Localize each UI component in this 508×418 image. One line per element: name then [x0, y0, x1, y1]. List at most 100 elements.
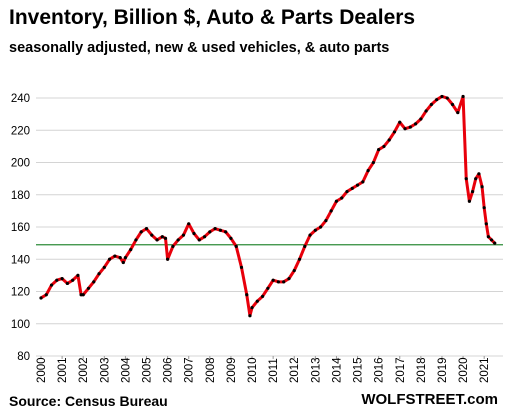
- data-point: [419, 117, 423, 121]
- x-tick-label: 2005: [142, 357, 154, 383]
- x-tick-label: 2012: [289, 357, 301, 383]
- data-point: [408, 125, 412, 129]
- data-point: [429, 102, 434, 107]
- x-tick-label: 2018: [416, 357, 428, 383]
- data-point: [192, 231, 196, 236]
- data-point: [440, 94, 444, 99]
- data-point: [308, 233, 312, 237]
- data-point: [123, 256, 128, 260]
- data-point: [313, 228, 317, 232]
- data-point: [456, 110, 460, 115]
- data-point: [387, 138, 391, 142]
- data-point: [303, 244, 307, 248]
- data-point: [55, 278, 59, 282]
- data-point: [435, 98, 439, 102]
- x-tick-label: 2004: [120, 357, 132, 383]
- data-point: [176, 238, 180, 242]
- data-point: [482, 206, 486, 210]
- y-tick-label: 240: [11, 93, 30, 105]
- data-point: [450, 102, 455, 107]
- x-tick-label: 2002: [78, 357, 90, 383]
- data-point: [398, 120, 402, 124]
- data-point: [213, 227, 217, 231]
- data-point: [44, 293, 48, 297]
- watermark: WOLFSTREET.com: [361, 391, 498, 408]
- data-point: [218, 228, 222, 232]
- data-point: [329, 209, 333, 213]
- data-point: [413, 122, 418, 126]
- x-tick-label: 2000: [36, 357, 48, 383]
- y-tick-label: 140: [11, 254, 30, 266]
- data-point: [113, 254, 117, 258]
- data-point: [480, 185, 484, 189]
- data-point: [464, 177, 468, 181]
- chart-title: Inventory, Billion $, Auto & Parts Deale…: [9, 6, 416, 29]
- x-tick-label: 2003: [99, 357, 111, 383]
- data-point: [255, 299, 259, 303]
- data-point: [260, 294, 265, 298]
- y-tick-label: 100: [11, 319, 30, 331]
- y-tick-label: 200: [11, 158, 30, 170]
- data-point: [282, 280, 286, 284]
- x-tick-label: 2020: [458, 357, 470, 383]
- x-tick-label: 2013: [310, 357, 322, 383]
- data-point: [266, 286, 270, 290]
- y-tick-label: 180: [11, 190, 30, 202]
- x-tick-label: 2009: [226, 357, 238, 383]
- data-point: [97, 272, 101, 276]
- data-point: [163, 236, 168, 240]
- x-tick-label: 2010: [247, 357, 259, 383]
- data-point: [234, 244, 238, 248]
- data-point: [287, 277, 291, 281]
- y-tick-label: 160: [11, 222, 30, 234]
- data-point: [271, 278, 275, 282]
- data-point: [139, 230, 143, 234]
- data-point: [340, 196, 344, 200]
- data-point: [493, 241, 497, 245]
- x-tick-label: 2007: [184, 357, 196, 383]
- data-point: [361, 180, 365, 184]
- data-point: [134, 238, 138, 242]
- data-point: [250, 306, 254, 310]
- data-point: [292, 268, 296, 273]
- data-point: [319, 225, 323, 229]
- data-point: [129, 248, 133, 252]
- data-point: [445, 96, 449, 100]
- x-tick-label: 2006: [163, 357, 175, 383]
- data-point: [229, 236, 233, 240]
- data-point: [202, 235, 207, 239]
- source-note: Source: Census Bureau: [9, 393, 168, 409]
- data-point: [461, 94, 465, 99]
- data-point: [345, 189, 349, 194]
- data-point: [355, 183, 360, 187]
- data-point: [49, 283, 54, 287]
- data-point: [424, 109, 428, 113]
- data-point: [297, 257, 302, 261]
- data-point: [403, 127, 407, 131]
- data-point: [197, 238, 201, 242]
- data-point: [60, 277, 64, 281]
- x-tick-label: 2001: [57, 357, 69, 383]
- data-point: [245, 293, 249, 297]
- x-tick-label: 2014: [331, 357, 343, 383]
- y-tick-label: 80: [17, 351, 30, 363]
- data-point: [224, 230, 228, 234]
- data-point: [470, 189, 475, 194]
- x-tick-label: 2016: [374, 357, 386, 383]
- x-tick-label: 2015: [353, 357, 365, 383]
- x-tick-label: 2017: [395, 357, 407, 383]
- data-point: [155, 238, 159, 242]
- data-point: [118, 256, 122, 260]
- data-point: [121, 260, 125, 265]
- data-point: [334, 199, 339, 203]
- data-point: [382, 144, 386, 149]
- data-point: [371, 160, 375, 165]
- data-point: [171, 244, 175, 248]
- data-point: [81, 293, 85, 297]
- data-point: [187, 222, 191, 226]
- data-point: [467, 199, 471, 203]
- data-point: [181, 233, 186, 237]
- y-tick-label: 220: [11, 125, 30, 137]
- data-point: [474, 177, 478, 181]
